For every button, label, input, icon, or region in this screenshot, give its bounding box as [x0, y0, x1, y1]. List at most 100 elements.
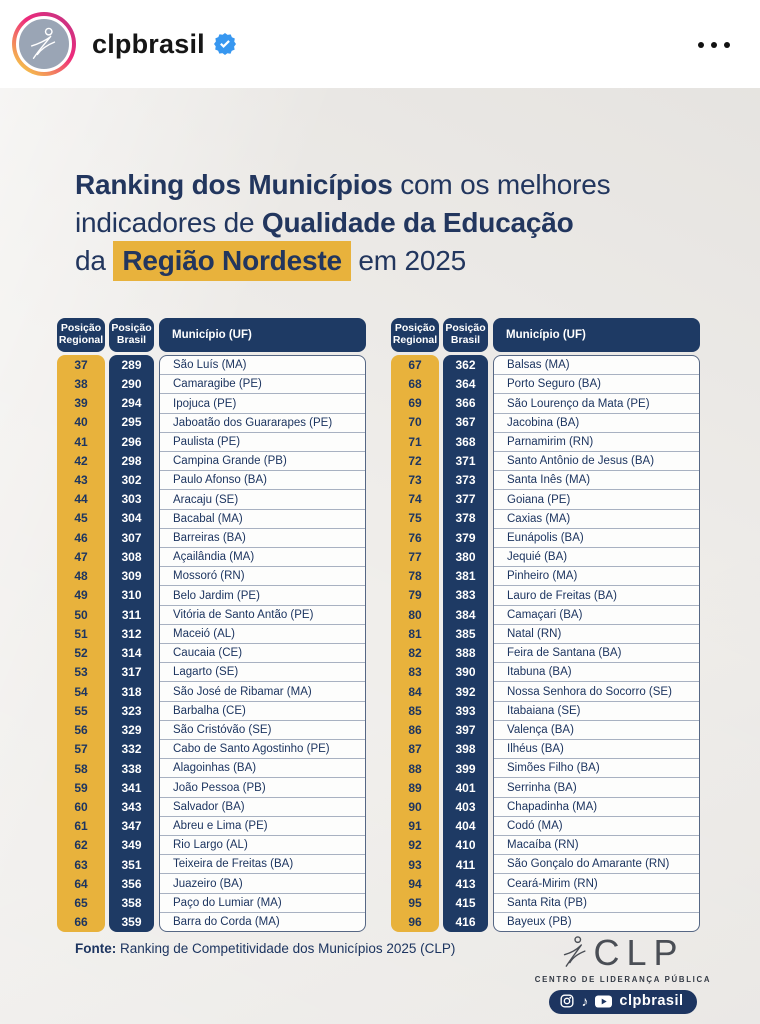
- municipio-cell: Lagarto (SE): [160, 662, 365, 681]
- municipio-cell: Camaçari (BA): [494, 604, 699, 624]
- municipio-cell: Eunápolis (BA): [494, 527, 699, 547]
- position-cell: 61: [74, 819, 88, 834]
- source-label: Fonte:: [75, 941, 117, 956]
- municipio-cell: Abreu e Lima (PE): [160, 815, 365, 835]
- position-cell: 74: [408, 492, 422, 507]
- municipio-cell: São Gonçalo do Amarante (RN): [494, 854, 699, 873]
- municipio-cell: Feira de Santana (BA): [494, 643, 699, 662]
- municipio-cell: Barbalha (CE): [160, 700, 365, 720]
- municipio-cell: São José de Ribamar (MA): [160, 681, 365, 700]
- position-cell: 377: [455, 492, 476, 507]
- source-note: Fonte: Ranking de Competitividade dos Mu…: [75, 941, 455, 956]
- position-cell: 84: [408, 684, 422, 699]
- position-cell: 51: [74, 626, 88, 641]
- municipio-cell: Aracaju (SE): [160, 489, 365, 508]
- position-cell: 351: [121, 857, 142, 872]
- position-cell: 310: [121, 588, 142, 603]
- municipio-cell: Paulo Afonso (BA): [160, 470, 365, 489]
- position-cell: 88: [408, 761, 422, 776]
- municipio-cell: Cabo de Santo Agostinho (PE): [160, 739, 365, 758]
- position-cell: 75: [408, 511, 422, 526]
- position-cell: 49: [74, 588, 88, 603]
- position-cell: 343: [121, 800, 142, 814]
- municipio-cell: Ceará-Mirim (RN): [494, 873, 699, 892]
- column-header-municipio: Município (UF): [493, 318, 700, 352]
- position-cell: 72: [408, 453, 422, 468]
- position-cell: 298: [121, 453, 142, 468]
- position-cell: 64: [74, 876, 88, 891]
- position-cell: 338: [121, 761, 142, 776]
- position-cell: 92: [408, 838, 422, 853]
- position-cell: 392: [455, 684, 476, 699]
- position-cell: 349: [121, 838, 142, 853]
- municipio-cell: Itabuna (BA): [494, 662, 699, 681]
- position-cell: 90: [408, 800, 422, 814]
- municipio-cell: Alagoinhas (BA): [160, 758, 365, 777]
- municipio-cell: Porto Seguro (BA): [494, 374, 699, 393]
- title-line-1: Ranking dos Municípios com os melhores: [75, 166, 700, 204]
- position-cell: 87: [408, 742, 422, 757]
- municipio-cell: Jequié (BA): [494, 547, 699, 566]
- position-cell: 312: [121, 626, 142, 641]
- position-cell: 83: [408, 665, 422, 680]
- position-cell: 308: [121, 549, 142, 564]
- username[interactable]: clpbrasil: [92, 28, 205, 59]
- position-cell: 311: [121, 607, 142, 622]
- post-title: Ranking dos Municípios com os melhores i…: [75, 166, 700, 281]
- position-cell: 62: [74, 838, 88, 853]
- position-cell: 368: [455, 434, 476, 449]
- clp-brand-block: CLP CENTRO DE LIDERANÇA PÚBLICA ♪ clpbra…: [530, 933, 716, 1014]
- municipio-cell: Santa Inês (MA): [494, 470, 699, 489]
- position-cell: 52: [74, 646, 88, 661]
- position-cell: 314: [121, 646, 142, 661]
- position-cell: 295: [121, 415, 142, 430]
- position-cell: 381: [455, 569, 476, 584]
- position-cell: 82: [408, 646, 422, 661]
- municipio-cell: Serrinha (BA): [494, 777, 699, 796]
- position-cell: 78: [408, 569, 422, 584]
- position-cell: 94: [408, 876, 422, 891]
- column-header-posicao-brasil: Posição Brasil: [443, 318, 488, 352]
- column-posicao-brasil: 289 290 294 295 296 298 302 303 304 307 308 309 310 3…: [109, 355, 154, 932]
- position-cell: 318: [121, 684, 142, 699]
- profile-avatar[interactable]: [12, 12, 76, 76]
- more-options-icon[interactable]: [698, 42, 730, 48]
- position-cell: 73: [408, 473, 422, 488]
- position-cell: 71: [408, 434, 422, 449]
- position-cell: 388: [455, 646, 476, 661]
- position-cell: 48: [74, 569, 88, 584]
- municipio-cell: Vitória de Santo Antão (PE): [160, 604, 365, 624]
- position-cell: 347: [121, 819, 142, 834]
- clp-tagline: CENTRO DE LIDERANÇA PÚBLICA: [534, 975, 712, 984]
- verified-badge-icon: [213, 33, 236, 55]
- municipio-cell: Açailândia (MA): [160, 547, 365, 566]
- clp-logo-avatar: [16, 16, 72, 72]
- position-cell: 53: [74, 665, 88, 680]
- position-cell: 411: [455, 857, 476, 872]
- municipio-cell: Balsas (MA): [507, 359, 570, 372]
- column-header-posicao-regional: Posição Regional: [391, 318, 439, 352]
- column-header-municipio: Município (UF): [159, 318, 366, 352]
- column-municipio: Balsas (MA) Porto Seguro (BA) São Lourenço…: [493, 355, 700, 932]
- instagram-icon: [560, 994, 574, 1008]
- position-cell: 81: [408, 626, 422, 641]
- position-cell: 356: [121, 876, 142, 891]
- position-cell: 362: [455, 357, 476, 372]
- municipio-cell: Pinheiro (MA): [494, 566, 699, 585]
- position-cell: 383: [455, 588, 476, 603]
- position-cell: 397: [455, 723, 476, 738]
- municipio-cell: Jacobina (BA): [494, 412, 699, 432]
- position-cell: 56: [74, 723, 88, 738]
- position-cell: 403: [455, 800, 476, 814]
- title-bold-qualidade: Qualidade da Educação: [261, 207, 574, 238]
- position-cell: 416: [455, 915, 476, 930]
- position-cell: 413: [455, 876, 476, 891]
- position-cell: 70: [408, 415, 422, 430]
- municipio-cell: Lauro de Freitas (BA): [494, 585, 699, 604]
- position-cell: 65: [74, 896, 88, 911]
- municipio-cell: Rio Largo (AL): [160, 835, 365, 854]
- position-cell: 54: [74, 684, 88, 699]
- position-cell: 76: [408, 530, 422, 545]
- municipio-cell: Nossa Senhora do Socorro (SE): [494, 681, 699, 700]
